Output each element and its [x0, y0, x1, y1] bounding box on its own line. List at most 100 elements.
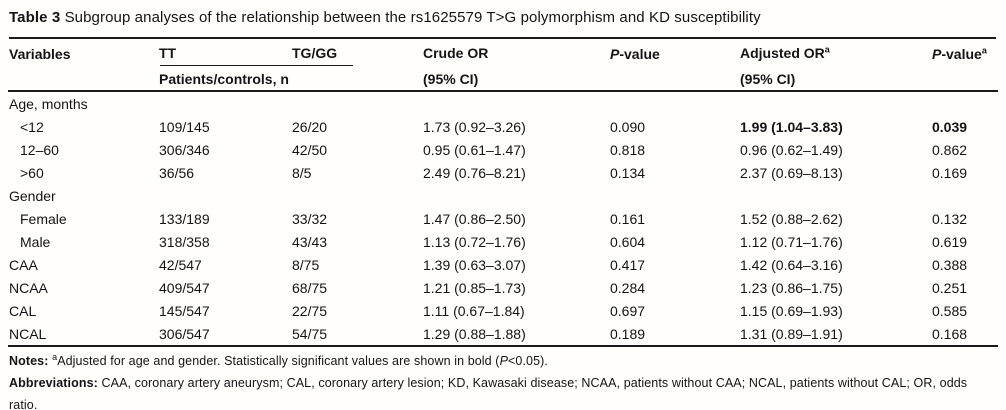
cell-tg-gg: 42/50 — [292, 141, 328, 158]
top-rule — [9, 37, 996, 39]
cell-tt: 306/547 — [159, 325, 210, 342]
cell-crude-or: 1.47 (0.86–2.50) — [423, 210, 526, 227]
cell-adjusted-p: 0.619 — [932, 233, 968, 250]
cell-p-value: 0.134 — [610, 164, 646, 181]
cell-crude-or: 0.95 (0.61–1.47) — [423, 141, 526, 158]
table-row-age-group: Age, months — [9, 92, 997, 115]
cell-empty — [159, 92, 292, 115]
notes-p-italic: P — [499, 354, 509, 368]
cell-variable: CAA — [9, 256, 38, 273]
adjusted-or-text: Adjusted OR — [740, 44, 825, 61]
subheader-patients-controls: Patients/controls, n — [159, 71, 289, 87]
cell-adjusted-p: 0.168 — [932, 325, 968, 342]
table-row-ncal: NCAL 306/547 54/75 1.29 (0.88–1.88) 0.18… — [9, 322, 997, 345]
table-row-cal: CAL 145/547 22/75 1.11 (0.67–1.84) 0.697… — [9, 299, 997, 322]
abbreviations-label: Abbreviations: — [9, 376, 98, 390]
cell-crude-or: 1.39 (0.63–3.07) — [423, 256, 526, 273]
abbreviations-text: CAA, coronary artery aneurysm; CAL, coro… — [9, 376, 968, 410]
cell-tt: 133/189 — [159, 210, 210, 227]
cell-variable: NCAL — [9, 325, 47, 342]
cell-crude-or: 1.21 (0.85–1.73) — [423, 279, 526, 296]
table-row-age-gt60: >60 36/56 8/5 2.49 (0.76–8.21) 0.134 2.3… — [9, 161, 997, 184]
cell-tt: 318/358 — [159, 233, 210, 250]
cell-adjusted-p: 0.251 — [932, 279, 968, 296]
cell-p-value: 0.161 — [610, 210, 646, 227]
cell-adjusted-or-significant: 1.99 (1.04–3.83) — [740, 118, 843, 135]
table-row-caa: CAA 42/547 8/75 1.39 (0.63–3.07) 0.417 1… — [9, 253, 997, 276]
subheader-crude-ci: (95% CI) — [423, 71, 479, 87]
table-footnotes: Notes: aAdjusted for age and gender. Sta… — [9, 350, 997, 410]
cell-adjusted-p: 0.169 — [932, 164, 968, 181]
table-title-text: Subgroup analyses of the relationship be… — [64, 9, 761, 26]
cell-p-value: 0.697 — [610, 302, 646, 319]
table-body: Age, months <12 109/145 26/20 1.73 (0.92… — [9, 92, 997, 345]
cell-adjusted-or: 1.15 (0.69–1.93) — [740, 302, 843, 319]
cell-empty — [423, 184, 610, 207]
p-italic: P — [932, 46, 942, 62]
cell-variable: Age, months — [9, 95, 88, 112]
cell-adjusted-or: 1.12 (0.71–1.76) — [740, 233, 843, 250]
cell-variable: Male — [20, 233, 51, 250]
table-title: Table 3 Subgroup analyses of the relatio… — [9, 8, 996, 28]
cell-p-value: 0.604 — [610, 233, 646, 250]
subheader-adjusted-ci: (95% CI) — [740, 71, 796, 87]
cell-empty — [932, 92, 997, 115]
cell-empty — [292, 184, 423, 207]
cell-tg-gg: 43/43 — [292, 233, 328, 250]
cell-adjusted-p: 0.862 — [932, 141, 968, 158]
cell-empty — [740, 92, 932, 115]
cell-empty — [610, 92, 740, 115]
column-header-tt: TT — [159, 44, 177, 61]
cell-tt: 42/547 — [159, 256, 202, 273]
cell-variable: Gender — [9, 187, 56, 204]
notes-label: Notes: — [9, 354, 49, 368]
cell-p-value: 0.284 — [610, 279, 646, 296]
cell-tt: 36/56 — [159, 164, 195, 181]
cell-adjusted-or: 1.23 (0.86–1.75) — [740, 279, 843, 296]
cell-adjusted-p: 0.585 — [932, 302, 968, 319]
adjusted-or-superscript: a — [824, 43, 830, 54]
column-header-adjusted-or: Adjusted ORa — [740, 39, 932, 66]
cell-empty — [932, 184, 997, 207]
cell-p-value: 0.417 — [610, 256, 646, 273]
cell-adjusted-or: 2.37 (0.69–8.13) — [740, 164, 843, 181]
column-header-p-value-adjusted: P-valuea — [932, 39, 997, 92]
cell-tg-gg: 54/75 — [292, 325, 328, 342]
cell-p-value: 0.189 — [610, 325, 646, 342]
table-row-ncaa: NCAA 409/547 68/75 1.21 (0.85–1.73) 0.28… — [9, 276, 997, 299]
cell-crude-or: 1.73 (0.92–3.26) — [423, 118, 526, 135]
cell-tt: 409/547 — [159, 279, 210, 296]
cell-crude-or: 1.13 (0.72–1.76) — [423, 233, 526, 250]
cell-crude-or: 2.49 (0.76–8.21) — [423, 164, 526, 181]
table-row-male: Male 318/358 43/43 1.13 (0.72–1.76) 0.60… — [9, 230, 997, 253]
table-row-gender-group: Gender — [9, 184, 997, 207]
column-header-p-value: P-value — [610, 39, 740, 92]
cell-variable: Female — [20, 210, 67, 227]
cell-p-value: 0.090 — [610, 118, 646, 135]
table-row-female: Female 133/189 33/32 1.47 (0.86–2.50) 0.… — [9, 207, 997, 230]
notes-superscript: a — [52, 351, 58, 362]
cell-adjusted-or: 1.31 (0.89–1.91) — [740, 325, 843, 342]
cell-empty — [740, 184, 932, 207]
column-header-variables: Variables — [9, 46, 71, 62]
cell-adjusted-or: 0.96 (0.62–1.49) — [740, 141, 843, 158]
column-header-crude-or: Crude OR — [423, 44, 489, 61]
cell-p-value: 0.818 — [610, 141, 646, 158]
table-row-age-lt12: <12 109/145 26/20 1.73 (0.92–3.26) 0.090… — [9, 115, 997, 138]
cell-variable: >60 — [20, 164, 44, 181]
cell-crude-or: 1.29 (0.88–1.88) — [423, 325, 526, 342]
cell-empty — [423, 92, 610, 115]
column-header-tg-gg: TG/GG — [292, 44, 338, 61]
cell-tg-gg: 26/20 — [292, 118, 328, 135]
cell-tg-gg: 8/75 — [292, 256, 320, 273]
cell-empty — [610, 184, 740, 207]
cell-tt: 109/145 — [159, 118, 210, 135]
table-number-label: Table 3 — [9, 9, 61, 26]
cell-tt: 306/346 — [159, 141, 210, 158]
cell-adjusted-p: 0.388 — [932, 256, 968, 273]
cell-empty — [292, 92, 423, 115]
table-row-age-12-60: 12–60 306/346 42/50 0.95 (0.61–1.47) 0.8… — [9, 138, 997, 161]
notes-text-end: <0.05). — [508, 354, 548, 368]
cell-tg-gg: 8/5 — [292, 164, 312, 181]
